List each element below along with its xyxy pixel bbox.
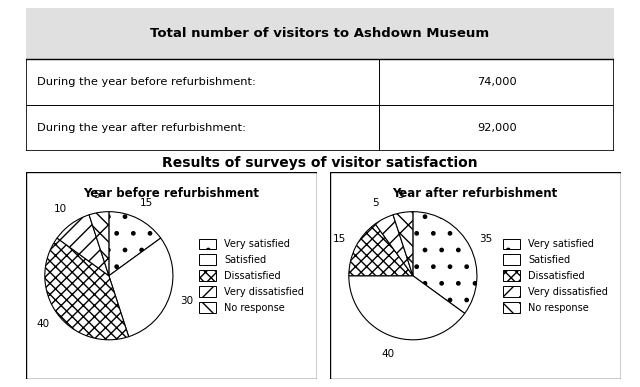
Text: 10: 10 <box>54 204 67 214</box>
FancyBboxPatch shape <box>26 8 614 59</box>
Text: During the year before refurbishment:: During the year before refurbishment: <box>37 77 256 87</box>
Text: 5: 5 <box>93 190 99 200</box>
Wedge shape <box>109 212 161 276</box>
Wedge shape <box>349 224 413 276</box>
Text: 15: 15 <box>140 198 153 208</box>
Wedge shape <box>349 276 465 340</box>
Wedge shape <box>109 238 173 337</box>
Wedge shape <box>57 215 109 276</box>
Wedge shape <box>393 212 413 276</box>
Text: 35: 35 <box>479 233 493 243</box>
Text: 92,000: 92,000 <box>477 123 516 133</box>
Text: Year after refurbishment: Year after refurbishment <box>392 187 558 200</box>
Wedge shape <box>375 215 413 276</box>
Wedge shape <box>45 238 129 340</box>
Text: 30: 30 <box>180 296 193 306</box>
Text: 5: 5 <box>372 198 379 208</box>
Wedge shape <box>89 212 109 276</box>
Text: Year before refurbishment: Year before refurbishment <box>83 187 259 200</box>
Text: 40: 40 <box>381 349 394 359</box>
Legend: Very satisfied, Satisfied, Dissatisfied, Very dissatisfied, No response: Very satisfied, Satisfied, Dissatisfied,… <box>197 236 306 315</box>
Text: 40: 40 <box>36 319 49 329</box>
Legend: Very satisfied, Satisfied, Dissatisfied, Very dissatisfied, No response: Very satisfied, Satisfied, Dissatisfied,… <box>501 236 610 315</box>
Text: 74,000: 74,000 <box>477 77 516 87</box>
Text: Results of surveys of visitor satisfaction: Results of surveys of visitor satisfacti… <box>162 156 478 170</box>
Text: 5: 5 <box>397 190 403 200</box>
Text: 15: 15 <box>333 233 346 243</box>
FancyBboxPatch shape <box>330 172 621 379</box>
Text: During the year after refurbishment:: During the year after refurbishment: <box>37 123 246 133</box>
FancyBboxPatch shape <box>26 8 614 151</box>
FancyBboxPatch shape <box>26 172 317 379</box>
Text: Total number of visitors to Ashdown Museum: Total number of visitors to Ashdown Muse… <box>150 27 490 40</box>
Wedge shape <box>413 212 477 313</box>
